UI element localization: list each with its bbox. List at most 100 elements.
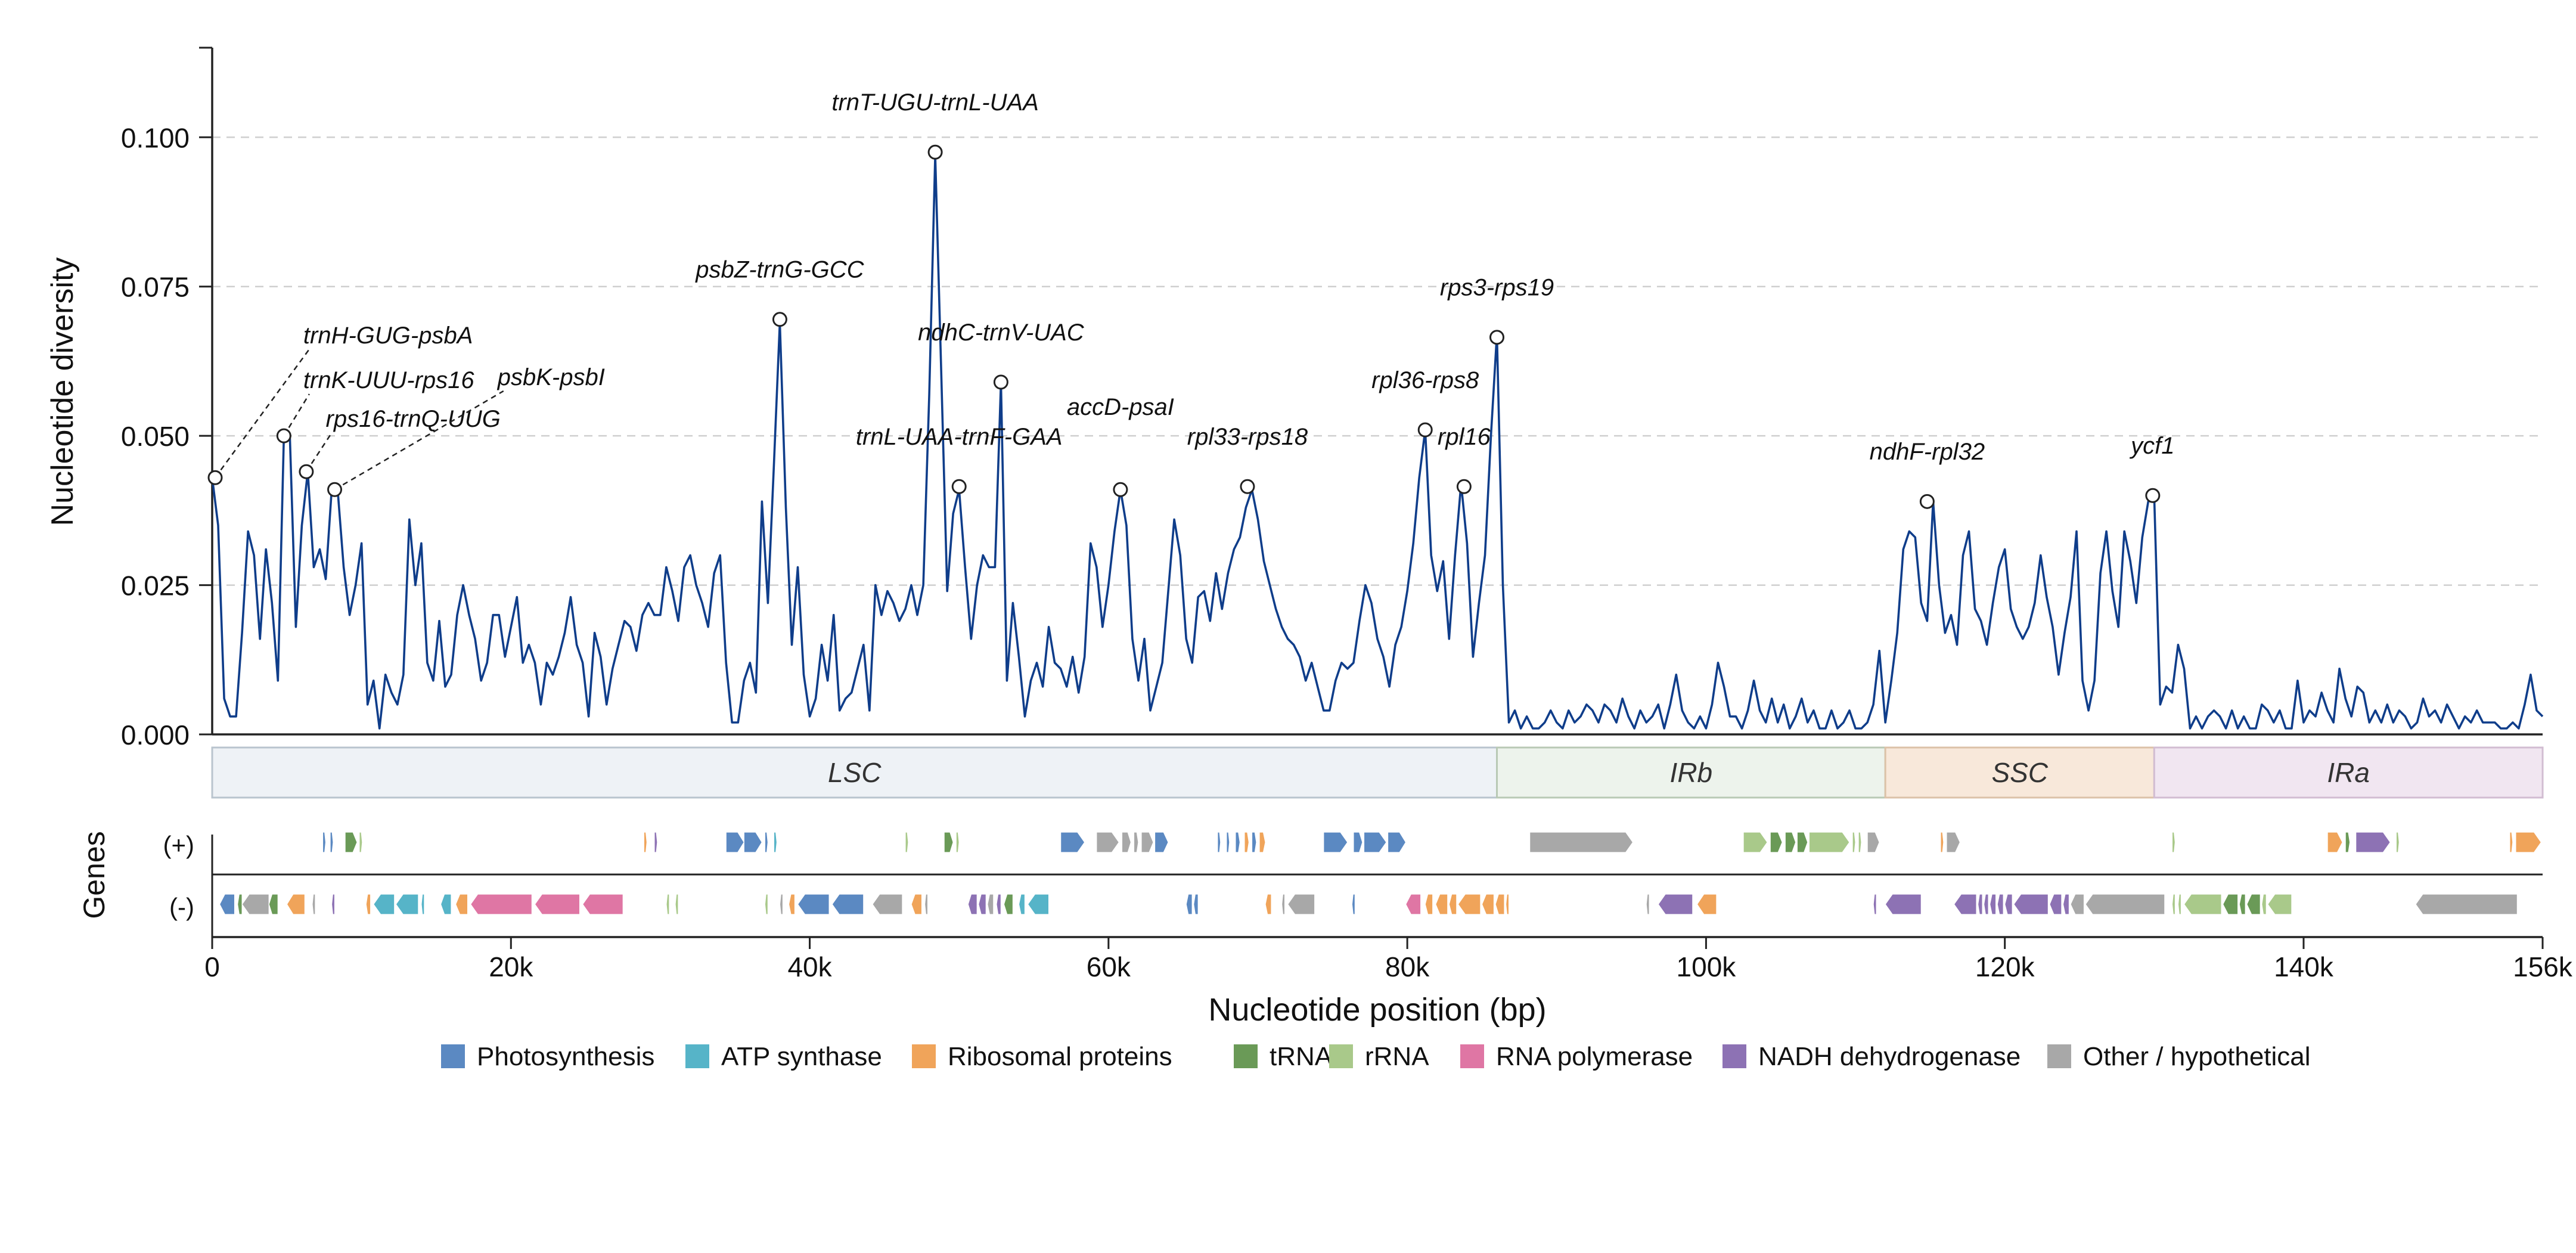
peak-marker xyxy=(207,470,223,485)
legend-swatch xyxy=(685,1044,709,1068)
gene-arrow xyxy=(987,894,994,915)
legend-swatch xyxy=(2047,1044,2071,1068)
gene-arrow xyxy=(440,894,452,915)
x-tick-label: 156k xyxy=(2513,951,2573,982)
gene-arrow xyxy=(654,832,658,853)
gene-arrow xyxy=(395,894,419,915)
gene-arrow xyxy=(582,894,623,915)
legend-swatch xyxy=(441,1044,465,1068)
gene-arrow xyxy=(2355,832,2391,853)
peak-marker xyxy=(993,374,1008,390)
peak-label: trnK-UUU-rps16 xyxy=(303,367,474,393)
gene-arrow xyxy=(1226,832,1230,853)
gene-arrow xyxy=(365,894,371,915)
gene-arrow xyxy=(905,832,909,853)
gene-arrow xyxy=(743,832,763,853)
legend-swatch xyxy=(1722,1044,1746,1068)
legend: Photosynthesis ATP synthase Ribosomal prot… xyxy=(441,1042,2311,1071)
x-tick-label: 120k xyxy=(1975,951,2035,982)
gene-arrow xyxy=(219,894,235,915)
peak-annotations: trnH-GUG-psbA trnK-UUU-rps16 rps16-trnQ-UU… xyxy=(207,89,2175,509)
legend-label: ATP synthase xyxy=(721,1042,882,1071)
gene-arrow xyxy=(286,894,305,915)
gene-arrow xyxy=(1743,832,1768,853)
gene-arrow xyxy=(1251,832,1257,853)
gene-arrow xyxy=(2171,832,2176,853)
region-lsc xyxy=(211,746,1498,799)
region-irb xyxy=(1496,746,1886,799)
peak-label: ycf1 xyxy=(2129,433,2174,459)
y-tick-label: 0.025 xyxy=(121,570,190,601)
gene-arrow xyxy=(2239,894,2246,915)
gene-arrow xyxy=(764,832,768,853)
peak-label: accD-psaI xyxy=(1067,394,1174,420)
gene-arrow xyxy=(1281,894,1286,915)
diversity-line xyxy=(211,154,2544,730)
region-label: LSC xyxy=(828,757,882,788)
gene-arrow xyxy=(1287,894,1315,915)
annotation-leader xyxy=(305,432,333,472)
gene-arrow xyxy=(312,894,316,915)
gene-arrow xyxy=(1658,894,1693,915)
gene-arrow xyxy=(2222,894,2239,915)
peak-marker xyxy=(927,144,943,160)
gene-arrow xyxy=(2327,832,2343,853)
gene-arrow xyxy=(1244,832,1250,853)
peak-marker xyxy=(1417,422,1433,438)
gene-arrow xyxy=(725,832,744,853)
gene-arrow xyxy=(1387,832,1407,853)
legend-swatch xyxy=(1329,1044,1353,1068)
gene-arrow xyxy=(373,894,395,915)
gene-arrow xyxy=(788,894,796,915)
gene-arrow xyxy=(2062,894,2070,915)
gene-arrow xyxy=(1983,894,1989,915)
gene-arrow xyxy=(2246,894,2261,915)
peak-marker xyxy=(299,464,314,479)
gene-arrow xyxy=(1977,894,1983,915)
gene-arrow xyxy=(666,894,670,915)
x-tick-label: 100k xyxy=(1677,951,1737,982)
strand-plus-label: (+) xyxy=(163,831,195,859)
gene-arrow xyxy=(911,894,923,915)
x-tick-label: 40k xyxy=(787,951,832,982)
x-tick-label: 0 xyxy=(204,951,220,982)
gene-arrow xyxy=(1027,894,1050,915)
y-tick-label: 0.100 xyxy=(121,122,190,153)
legend-swatch xyxy=(1234,1044,1258,1068)
gene-arrow xyxy=(2049,894,2062,915)
genome-region-track: LSC IRb SSC IRa xyxy=(211,746,2544,799)
gene-arrow xyxy=(359,832,363,853)
gene-arrow xyxy=(1363,832,1387,853)
legend-swatch xyxy=(912,1044,936,1068)
gene-arrow xyxy=(2070,894,2085,915)
gene-arrow xyxy=(322,832,327,853)
gene-arrow xyxy=(967,894,977,915)
gene-arrow xyxy=(1185,894,1193,915)
x-tick-label: 80k xyxy=(1385,951,1430,982)
gene-arrow xyxy=(344,832,358,853)
gene-arrow xyxy=(1435,894,1448,915)
gene-arrow xyxy=(534,894,581,915)
peak-label: trnT-UGU-trnL-UAA xyxy=(831,89,1038,116)
legend-label: rRNA xyxy=(1365,1042,1429,1071)
gene-arrow xyxy=(1646,894,1650,915)
gene-arrow xyxy=(2395,832,2400,853)
annotation-leader xyxy=(283,393,310,436)
gene-arrow xyxy=(2267,894,2292,915)
gene-arrow xyxy=(2345,832,2351,853)
peak-marker xyxy=(1240,479,1255,494)
gene-arrow xyxy=(331,894,336,915)
gene-arrow xyxy=(1141,832,1154,853)
gene-arrow xyxy=(1808,832,1850,853)
y-tick-label: 0.075 xyxy=(121,272,190,303)
gene-arrow xyxy=(2415,894,2518,915)
region-ira xyxy=(2153,746,2544,799)
gene-arrow xyxy=(1885,894,1922,915)
gene-arrow xyxy=(1505,894,1510,915)
y-tick-label: 0.050 xyxy=(121,421,190,452)
gene-arrow xyxy=(1457,894,1481,915)
gene-arrow xyxy=(455,894,468,915)
gene-arrow xyxy=(1265,894,1272,915)
peak-marker xyxy=(2145,488,2161,503)
gene-arrow xyxy=(1096,832,1120,853)
